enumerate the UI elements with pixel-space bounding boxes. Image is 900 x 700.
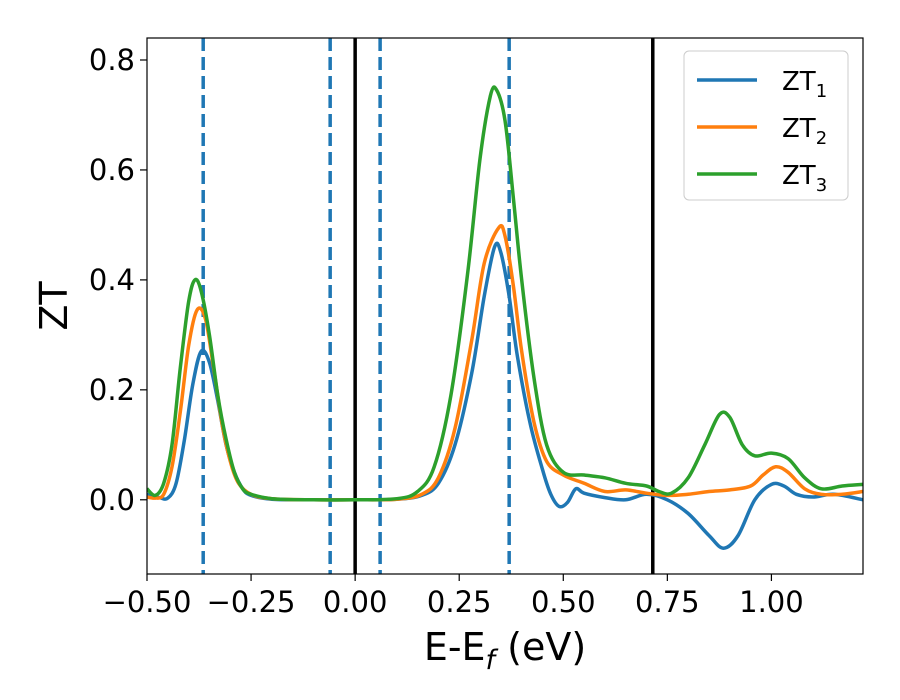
y-tick-label: 0.2 — [89, 373, 135, 407]
legend: ZT1 ZT2 ZT3 — [683, 50, 849, 201]
y-tick-label: 0.8 — [89, 43, 135, 77]
legend-frame — [683, 50, 849, 201]
x-axis-ticks: −0.50 −0.25 0.00 0.25 0.50 0.75 1.00 — [103, 574, 804, 619]
y-tick-label: 0.6 — [89, 153, 135, 187]
y-tick-label: 0.0 — [89, 483, 135, 517]
x-tick-label: 0.50 — [531, 585, 596, 619]
series-line-zt1 — [147, 241, 863, 550]
series-line-zt3 — [147, 85, 863, 502]
x-tick-label: −0.25 — [207, 585, 296, 619]
x-tick-label: −0.50 — [103, 585, 192, 619]
y-axis-title: ZT — [32, 281, 76, 331]
legend-label-zt3: ZT3 — [782, 161, 827, 196]
legend-label-zt2: ZT2 — [782, 114, 827, 149]
plot-frame — [146, 37, 864, 575]
x-tick-label: 0.00 — [323, 585, 388, 619]
x-tick-label: 0.75 — [635, 585, 700, 619]
y-tick-label: 0.4 — [89, 263, 135, 297]
series-layer — [147, 85, 863, 550]
x-tick-label: 1.00 — [739, 585, 804, 619]
x-tick-label: 0.25 — [427, 585, 492, 619]
x-axis-title: E-Ef (eV) — [424, 625, 586, 676]
y-axis-ticks: 0.0 0.2 0.4 0.6 0.8 — [89, 43, 147, 517]
legend-label-zt1: ZT1 — [782, 67, 827, 102]
